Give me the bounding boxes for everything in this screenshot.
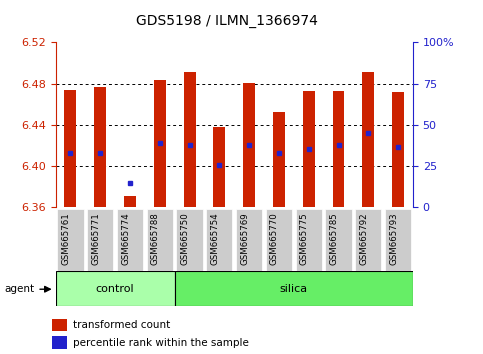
Bar xyxy=(236,209,262,271)
Bar xyxy=(184,72,196,207)
Text: GSM665770: GSM665770 xyxy=(270,212,279,265)
Text: GSM665769: GSM665769 xyxy=(240,212,249,265)
Text: GSM665775: GSM665775 xyxy=(300,212,309,265)
Text: GSM665788: GSM665788 xyxy=(151,212,160,265)
Text: GSM665761: GSM665761 xyxy=(61,212,71,265)
Bar xyxy=(124,196,136,207)
Text: GSM665793: GSM665793 xyxy=(389,212,398,265)
Text: silica: silica xyxy=(280,284,308,293)
Bar xyxy=(176,209,203,271)
Text: GDS5198 / ILMN_1366974: GDS5198 / ILMN_1366974 xyxy=(136,14,318,28)
Bar xyxy=(117,209,143,271)
Bar xyxy=(243,82,255,207)
Bar xyxy=(53,319,67,331)
Bar xyxy=(296,209,322,271)
Bar xyxy=(385,209,411,271)
Text: agent: agent xyxy=(5,284,35,294)
Bar xyxy=(56,271,175,306)
Text: GSM665785: GSM665785 xyxy=(329,212,339,265)
Text: GSM665792: GSM665792 xyxy=(359,212,368,265)
Bar xyxy=(53,336,67,349)
Text: GSM665754: GSM665754 xyxy=(211,212,219,265)
Bar xyxy=(94,87,106,207)
Bar xyxy=(175,271,413,306)
Bar xyxy=(147,209,173,271)
Text: transformed count: transformed count xyxy=(73,320,170,330)
Bar xyxy=(206,209,232,271)
Bar xyxy=(326,209,352,271)
Bar xyxy=(355,209,382,271)
Bar xyxy=(362,72,374,207)
Bar xyxy=(154,80,166,207)
Text: percentile rank within the sample: percentile rank within the sample xyxy=(73,338,249,348)
Bar xyxy=(392,92,404,207)
Text: GSM665771: GSM665771 xyxy=(91,212,100,265)
Bar xyxy=(273,113,285,207)
Bar xyxy=(87,209,114,271)
Text: control: control xyxy=(96,284,134,293)
Bar xyxy=(65,90,76,207)
Bar xyxy=(266,209,292,271)
Text: GSM665774: GSM665774 xyxy=(121,212,130,265)
Bar xyxy=(333,91,344,207)
Bar xyxy=(303,91,315,207)
Bar xyxy=(57,209,84,271)
Text: GSM665750: GSM665750 xyxy=(181,212,189,265)
Bar xyxy=(213,127,225,207)
